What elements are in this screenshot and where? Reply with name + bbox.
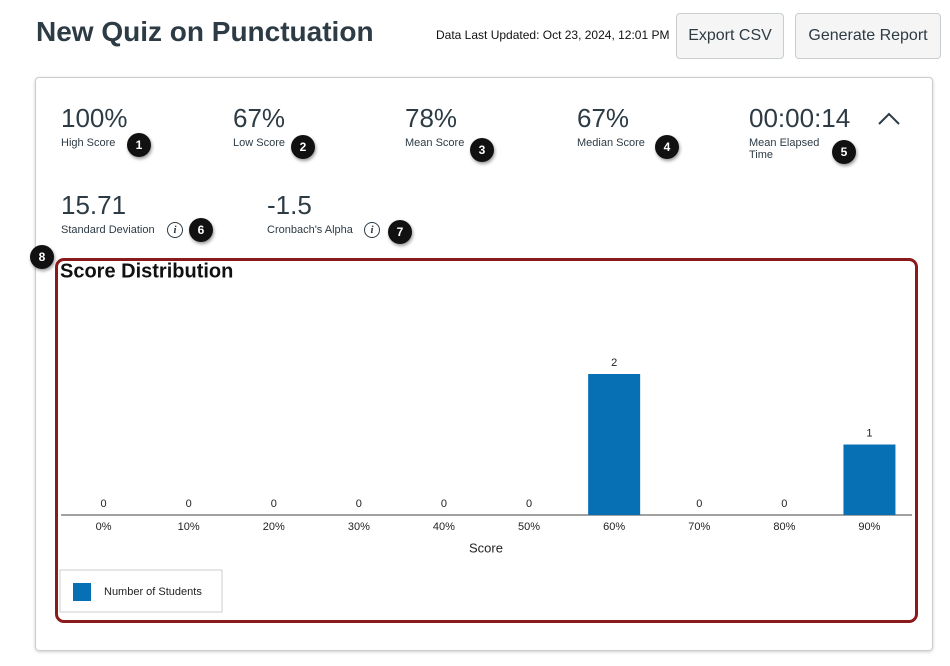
- highlight-box: [55, 258, 918, 623]
- stat-label: Cronbach's Alpha: [267, 224, 353, 236]
- export-button[interactable]: Export CSV: [676, 13, 784, 59]
- x-tick-label: 20%: [263, 521, 285, 533]
- value-label: 0: [271, 498, 277, 510]
- stat-label: Low Score: [233, 137, 285, 149]
- report-button[interactable]: Generate Report: [795, 13, 941, 59]
- callout: 3: [470, 138, 494, 162]
- stat-label: High Score: [61, 137, 116, 149]
- stat-value: 15.71: [61, 190, 127, 220]
- stat-value: 100%: [61, 103, 128, 133]
- x-axis-label: Score: [469, 540, 503, 555]
- stat-value: -1.5: [267, 190, 312, 220]
- stat-label: Median Score: [577, 137, 645, 149]
- x-tick-label: 90%: [858, 521, 880, 533]
- stats-card: [35, 77, 933, 651]
- callout: 1: [127, 133, 151, 157]
- value-label: 0: [186, 498, 192, 510]
- value-label: 0: [526, 498, 532, 510]
- info-icon[interactable]: i: [364, 222, 380, 238]
- info-icon[interactable]: i: [167, 222, 183, 238]
- stat-value: 78%: [405, 103, 458, 133]
- x-tick-label: 40%: [433, 521, 455, 533]
- stat-value: 00:00:14: [749, 103, 851, 133]
- stat-label: Mean Score: [405, 137, 465, 149]
- collapse-chevron[interactable]: [876, 110, 902, 128]
- callout: 2: [291, 135, 315, 159]
- x-tick-label: 60%: [603, 521, 625, 533]
- page-title: New Quiz on Punctuation: [36, 16, 374, 47]
- x-tick-label: 70%: [688, 521, 710, 533]
- value-label: 1: [866, 428, 872, 440]
- stat-label: Standard Deviation: [61, 224, 155, 236]
- bar: [588, 374, 641, 515]
- callout: 4: [655, 135, 679, 159]
- legend-swatch: [73, 583, 91, 601]
- value-label: 0: [441, 498, 447, 510]
- value-label: 0: [696, 498, 702, 510]
- legend-label: Number of Students: [104, 586, 202, 598]
- value-label: 0: [781, 498, 787, 510]
- stat-label: Mean Elapsed Time: [749, 137, 820, 161]
- x-tick-label: 80%: [773, 521, 795, 533]
- x-tick-label: 0%: [96, 521, 112, 533]
- callout: 8: [30, 245, 54, 269]
- last-updated: Data Last Updated: Oct 23, 2024, 12:01 P…: [436, 28, 670, 42]
- stat-value: 67%: [577, 103, 630, 133]
- callout: 7: [388, 220, 412, 244]
- value-label: 0: [356, 498, 362, 510]
- x-tick-label: 30%: [348, 521, 370, 533]
- callout: 5: [832, 140, 856, 164]
- value-label: 0: [100, 498, 106, 510]
- chart-title: Score Distribution: [60, 260, 233, 282]
- callout: 6: [189, 218, 213, 242]
- bar: [843, 444, 896, 515]
- x-tick-label: 10%: [178, 521, 200, 533]
- x-tick-label: 50%: [518, 521, 540, 533]
- value-label: 2: [611, 357, 617, 369]
- stat-value: 67%: [233, 103, 286, 133]
